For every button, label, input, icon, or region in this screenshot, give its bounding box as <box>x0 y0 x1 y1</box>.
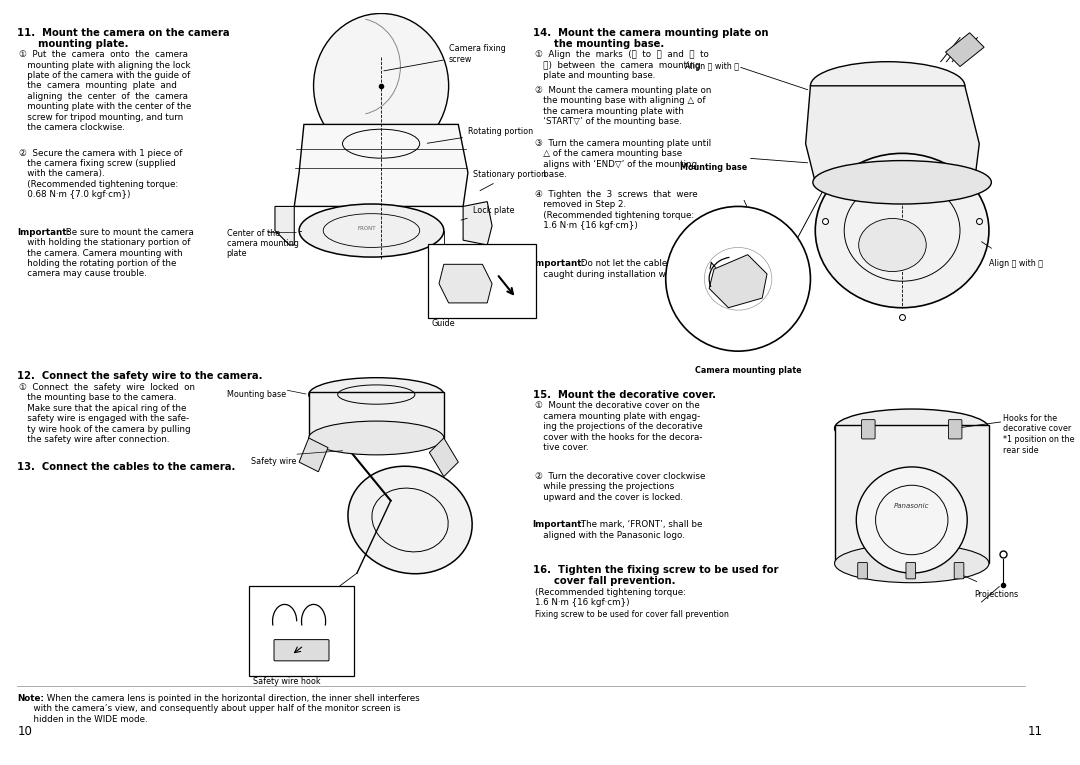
FancyBboxPatch shape <box>429 244 537 318</box>
Text: 11.  Mount the camera on the camera: 11. Mount the camera on the camera <box>17 28 230 38</box>
Text: 13.  Connect the cables to the camera.: 13. Connect the cables to the camera. <box>17 462 235 472</box>
Text: ①  Align  the  marks  (Ⓐ  to  Ⓐ  and  Ⓑ  to
   Ⓑ)  between  the  camera  mountin: ① Align the marks (Ⓐ to Ⓐ and Ⓑ to Ⓑ) be… <box>535 50 708 80</box>
Ellipse shape <box>309 421 444 455</box>
Text: Safety wire: Safety wire <box>251 457 296 467</box>
Text: cover fall prevention.: cover fall prevention. <box>532 576 675 586</box>
Text: ②  Secure the camera with 1 piece of
   the camera fixing screw (supplied
   wit: ② Secure the camera with 1 piece of the … <box>19 148 183 199</box>
Text: aligned with the Panasonic logo.: aligned with the Panasonic logo. <box>535 531 685 539</box>
Text: Lock plate: Lock plate <box>461 207 514 220</box>
Ellipse shape <box>810 62 964 110</box>
Text: with the camera’s view, and consequently about upper half of the monitor screen : with the camera’s view, and consequently… <box>17 705 401 713</box>
Text: The mark, ‘FRONT’, shall be: The mark, ‘FRONT’, shall be <box>578 520 702 529</box>
Text: hidden in the WIDE mode.: hidden in the WIDE mode. <box>17 715 148 724</box>
Text: 11: 11 <box>1027 725 1042 738</box>
Text: Camera fixing
screw: Camera fixing screw <box>383 44 505 71</box>
Polygon shape <box>294 125 468 207</box>
Text: Fixing screw to be used for cover fall prevention: Fixing screw to be used for cover fall p… <box>536 610 729 619</box>
FancyBboxPatch shape <box>835 425 989 563</box>
Ellipse shape <box>815 153 989 308</box>
Ellipse shape <box>299 204 444 257</box>
Text: ②  Mount the camera mounting plate on
   the mounting base with aligning △ of
  : ② Mount the camera mounting plate on the… <box>535 86 711 126</box>
Text: FRONT: FRONT <box>357 226 376 231</box>
Text: ①  Put  the  camera  onto  the  camera
   mounting plate with aligning the lock
: ① Put the camera onto the camera mountin… <box>19 50 191 132</box>
Text: caught during installation work.: caught during installation work. <box>535 270 681 279</box>
Ellipse shape <box>313 14 448 158</box>
Text: mounting plate.: mounting plate. <box>17 38 129 48</box>
Ellipse shape <box>309 378 444 412</box>
Text: Mounting base: Mounting base <box>680 163 747 172</box>
FancyBboxPatch shape <box>309 392 444 438</box>
Text: Center of the
camera mounting
plate: Center of the camera mounting plate <box>227 229 298 259</box>
Text: Important:: Important: <box>532 259 585 269</box>
FancyBboxPatch shape <box>248 585 354 676</box>
Text: ④  Tighten  the  3  screws  that  were
   removed in Step 2.
   (Recommended tig: ④ Tighten the 3 screws that were removed… <box>535 190 697 230</box>
FancyBboxPatch shape <box>274 640 329 661</box>
Text: Projections: Projections <box>974 591 1018 600</box>
Text: Important:: Important: <box>17 228 70 236</box>
Text: ①  Connect  the  safety  wire  locked  on
   the mounting base to the camera.
  : ① Connect the safety wire locked on the … <box>19 383 195 444</box>
FancyBboxPatch shape <box>858 562 867 579</box>
Text: Stationary portion: Stationary portion <box>473 171 545 190</box>
Text: 15.  Mount the decorative cover.: 15. Mount the decorative cover. <box>532 389 716 400</box>
Text: Important:: Important: <box>532 520 585 529</box>
Text: the mounting base.: the mounting base. <box>532 38 664 48</box>
Text: Mounting base: Mounting base <box>227 389 286 399</box>
Ellipse shape <box>813 161 991 204</box>
Text: Be sure to mount the camera: Be sure to mount the camera <box>63 228 193 236</box>
Text: *1 position on the: *1 position on the <box>1003 435 1075 444</box>
Text: ③  Turn the camera mounting plate until
   △ of the camera mounting base
   alig: ③ Turn the camera mounting plate until △… <box>535 139 711 179</box>
Text: Panasonic: Panasonic <box>894 503 930 509</box>
Polygon shape <box>275 207 294 245</box>
Text: 16.  Tighten the fixing screw to be used for: 16. Tighten the fixing screw to be used … <box>532 565 778 575</box>
Polygon shape <box>945 33 984 67</box>
Ellipse shape <box>835 409 989 448</box>
Polygon shape <box>463 202 492 245</box>
Text: 10: 10 <box>17 725 32 738</box>
Text: Do not let the cables be: Do not let the cables be <box>578 259 686 269</box>
Text: (Recommended tightening torque:
1.6 N·m {16 kgf·cm}): (Recommended tightening torque: 1.6 N·m … <box>535 588 686 607</box>
Circle shape <box>665 207 810 351</box>
Text: with holding the stationary portion of
   the camera. Camera mounting with
   ho: with holding the stationary portion of t… <box>19 238 191 278</box>
FancyBboxPatch shape <box>906 562 916 579</box>
Ellipse shape <box>348 466 472 574</box>
Polygon shape <box>710 255 767 308</box>
Ellipse shape <box>835 544 989 583</box>
Text: 12.  Connect the safety wire to the camera.: 12. Connect the safety wire to the camer… <box>17 371 262 382</box>
Text: Align Ⓑ with Ⓑ: Align Ⓑ with Ⓑ <box>989 259 1043 269</box>
Polygon shape <box>438 265 492 303</box>
Polygon shape <box>299 438 328 472</box>
FancyBboxPatch shape <box>955 562 963 579</box>
Text: rear side: rear side <box>1003 446 1039 454</box>
Polygon shape <box>806 86 980 182</box>
Text: decorative cover: decorative cover <box>1003 425 1071 434</box>
Text: ①  Mount the decorative cover on the
   camera mounting plate with engag-
   ing: ① Mount the decorative cover on the came… <box>535 402 702 452</box>
Text: Align Ⓐ with Ⓐ: Align Ⓐ with Ⓐ <box>685 62 739 70</box>
Text: 14.  Mount the camera mounting plate on: 14. Mount the camera mounting plate on <box>532 28 768 38</box>
Text: Guide: Guide <box>431 319 455 328</box>
Text: Rotating portion: Rotating portion <box>428 127 534 143</box>
Text: Hooks for the: Hooks for the <box>1003 414 1057 423</box>
Text: Note:: Note: <box>17 694 44 703</box>
Text: Camera mounting plate: Camera mounting plate <box>694 366 801 375</box>
FancyBboxPatch shape <box>948 420 962 439</box>
Polygon shape <box>430 438 458 477</box>
Ellipse shape <box>856 467 968 573</box>
Text: ②  Turn the decorative cover clockwise
   while pressing the projections
   upwa: ② Turn the decorative cover clockwise wh… <box>535 472 705 502</box>
Text: Safety wire hook: Safety wire hook <box>253 677 321 686</box>
Ellipse shape <box>859 219 927 272</box>
FancyBboxPatch shape <box>862 420 875 439</box>
Text: When the camera lens is pointed in the horizontal direction, the inner shell int: When the camera lens is pointed in the h… <box>44 694 420 703</box>
